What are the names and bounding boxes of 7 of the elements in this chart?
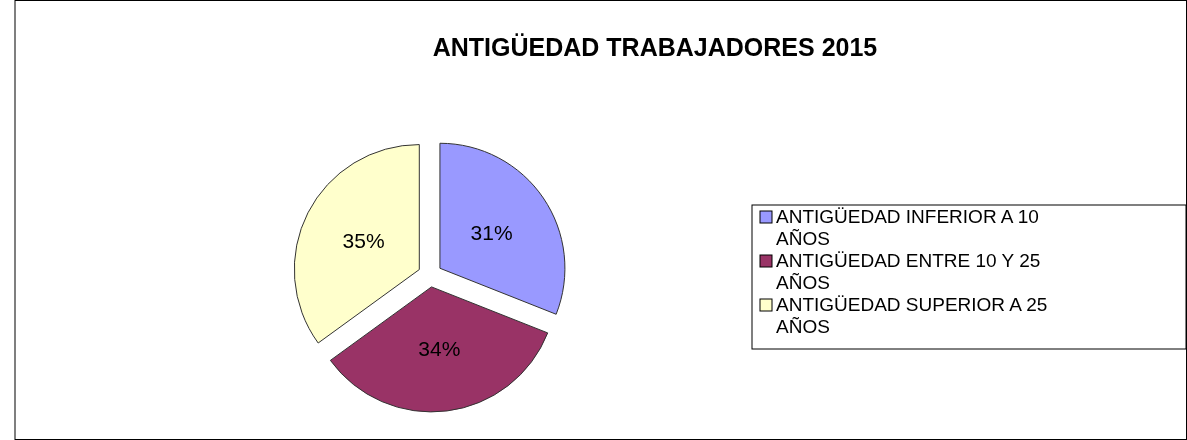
chart-title: ANTIGÜEDAD TRABAJADORES 2015 bbox=[432, 33, 878, 61]
data-label: 34% bbox=[418, 336, 461, 360]
legend-label: ANTIGÜEDAD ENTRE 10 Y 25 AÑOS bbox=[776, 250, 1041, 293]
data-label: 31% bbox=[470, 221, 513, 245]
data-label: 35% bbox=[342, 229, 385, 253]
legend-label: ANTIGÜEDAD SUPERIOR A 25 AÑOS bbox=[776, 294, 1048, 337]
legend-label: ANTIGÜEDAD INFERIOR A 10 AÑOS bbox=[776, 206, 1039, 249]
